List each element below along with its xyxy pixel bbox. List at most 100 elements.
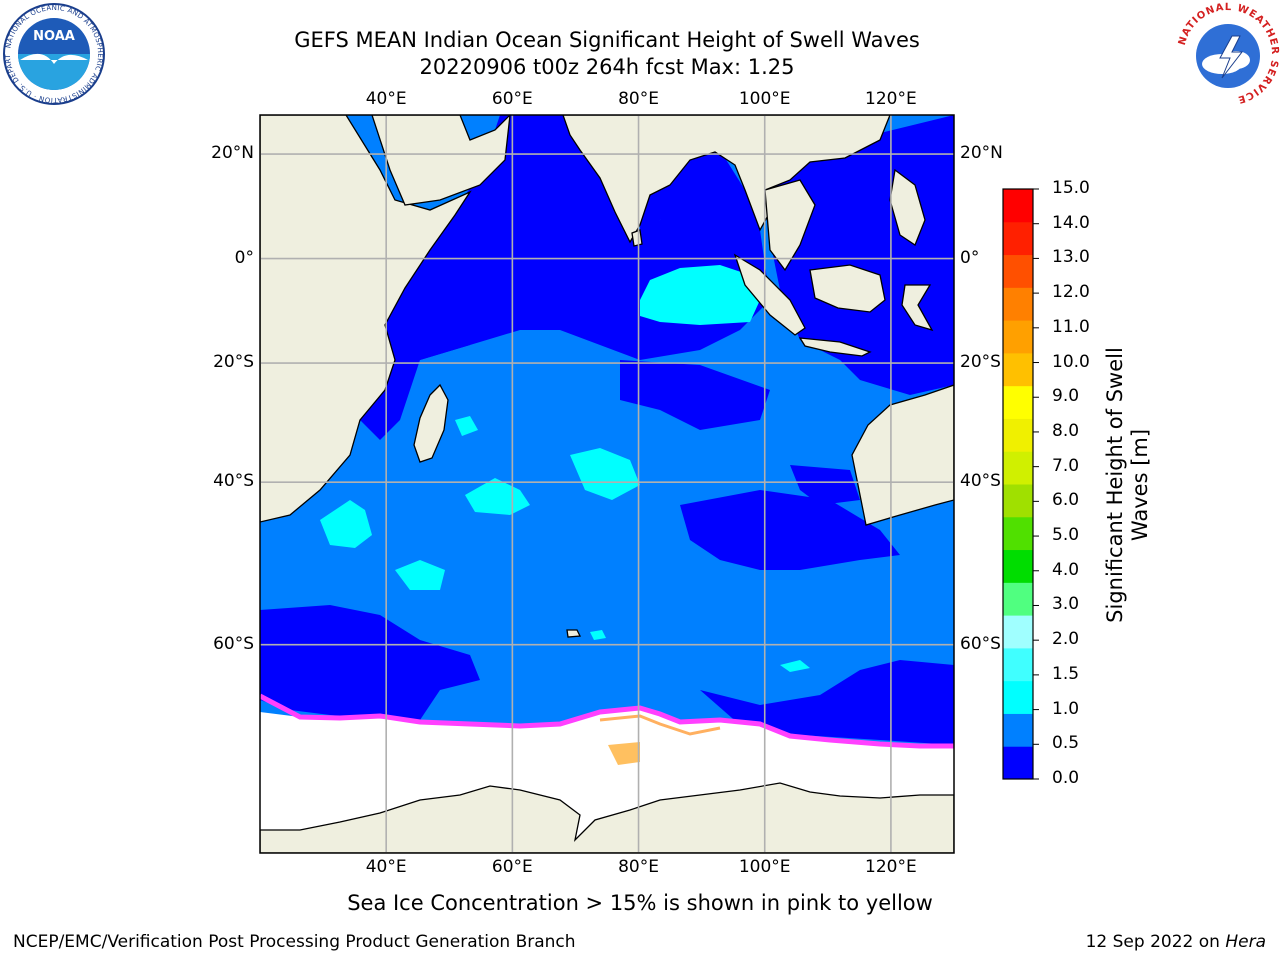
colorbar-label: 1.0 — [1052, 698, 1080, 719]
colorbar-segment — [1003, 352, 1033, 387]
colorbar-label: 14.0 — [1052, 212, 1090, 233]
band-high-patch-3 — [570, 448, 640, 500]
colorbar-segment — [1003, 484, 1033, 518]
footer-host: Hera — [1225, 932, 1266, 952]
colorbar-segment — [1003, 713, 1033, 747]
band-high-patch-6 — [590, 630, 606, 640]
land-kerguelen — [566, 629, 582, 638]
colorbar-segment — [1003, 647, 1033, 682]
lat-tick-right: 60°S — [960, 633, 1001, 654]
colorbar-label: 5.0 — [1052, 525, 1080, 546]
lon-tick-top: 60°E — [491, 89, 533, 109]
lon-tick-bottom: 60°E — [491, 857, 533, 877]
colorbar-label: 0.5 — [1052, 733, 1080, 754]
chart-subtitle: 20220906 t00z 264h fcst Max: 1.25 — [419, 55, 795, 79]
colorbar-title-line1: Significant Height of Swell — [1103, 347, 1127, 623]
footer-credit: NCEP/EMC/Verification Post Processing Pr… — [13, 932, 576, 952]
colorbar-segment — [1003, 320, 1033, 354]
colorbar-label: 0.0 — [1052, 768, 1080, 788]
colorbar-label: 2.0 — [1052, 629, 1080, 650]
land-australia — [851, 384, 954, 526]
band-high-patch-2 — [465, 478, 530, 515]
colorbar-segment — [1003, 549, 1033, 583]
lat-tick-right: 40°S — [960, 471, 1001, 492]
colorbar-label: 12.0 — [1052, 282, 1090, 303]
lat-tick-right: 20°N — [960, 143, 1003, 164]
colorbar-label: 13.0 — [1052, 247, 1090, 268]
band-high-patch-1 — [320, 500, 372, 548]
colorbar-label: 10.0 — [1052, 351, 1090, 372]
lat-tick-right: 0° — [960, 247, 980, 268]
lat-tick-left: 20°N — [211, 143, 254, 164]
lon-tick-top: 120°E — [865, 89, 917, 109]
band-high-equatorial — [640, 265, 760, 325]
band-high-patch-5 — [455, 416, 478, 436]
map-frame — [259, 114, 955, 854]
colorbar-label: 9.0 — [1052, 386, 1080, 407]
band-low-southern-west — [260, 605, 480, 720]
lat-tick-right: 20°S — [960, 352, 1001, 373]
land-africa — [260, 115, 472, 523]
colorbar-label: 1.5 — [1052, 663, 1080, 684]
nws-logo: NATIONAL WEATHER SERVICE — [1177, 2, 1279, 105]
band-high-patch-4 — [395, 560, 445, 590]
land-java — [798, 337, 872, 357]
lat-tick-left: 60°S — [213, 633, 254, 654]
land-philippines — [889, 168, 926, 246]
colorbar-segment — [1003, 680, 1033, 714]
colorbar-label: 4.0 — [1052, 559, 1080, 580]
colorbar-segment — [1003, 418, 1033, 452]
land-arabia — [371, 115, 511, 206]
sea-ice-edge-inner — [599, 714, 721, 736]
colorbar-title: Significant Height of Swell Waves [m] — [1103, 295, 1153, 675]
noaa-logo-text: NOAA — [33, 29, 75, 44]
lon-tick-bottom: 100°E — [738, 857, 791, 877]
colorbar-label: 3.0 — [1052, 594, 1080, 615]
lon-tick-top: 40°E — [365, 89, 407, 109]
colorbar-segment — [1003, 746, 1033, 780]
band-high-patch-7 — [780, 660, 810, 672]
colorbar-label: 7.0 — [1052, 455, 1080, 476]
colorbar-segment — [1003, 516, 1033, 551]
colorbar — [1003, 189, 1033, 780]
colorbar-segment — [1003, 385, 1033, 419]
sea-ice-yellow-patch — [608, 742, 640, 765]
colorbar-frame — [1002, 188, 1034, 780]
colorbar-title-line2: Waves [m] — [1128, 428, 1152, 542]
colorbar-segment — [1003, 287, 1033, 321]
lat-tick-left: 20°S — [213, 352, 254, 373]
sea-ice-edge — [260, 693, 954, 749]
lat-tick-left: 40°S — [213, 471, 254, 492]
band-low-java-basin — [620, 360, 770, 430]
footer-date-text: 12 Sep 2022 on — [1085, 932, 1226, 952]
colorbar-label: 6.0 — [1052, 490, 1080, 511]
lon-tick-bottom: 80°E — [618, 857, 659, 877]
land-india-asia — [562, 115, 891, 244]
colorbar-segment — [1003, 254, 1033, 288]
colorbar-segment — [1003, 615, 1033, 649]
land-madagascar — [413, 383, 449, 463]
colorbar-segment — [1003, 451, 1033, 485]
colorbar-label: 15.0 — [1052, 178, 1090, 198]
lon-tick-bottom: 40°E — [365, 857, 407, 877]
band-low-east-central — [790, 465, 860, 505]
land-antarctica — [260, 782, 954, 853]
colorbar-segment — [1003, 582, 1033, 616]
land-borneo — [809, 264, 886, 313]
land-sulawesi — [901, 284, 934, 332]
band-low-central — [680, 490, 900, 570]
land-indochina — [764, 179, 816, 272]
lon-tick-top: 80°E — [618, 89, 659, 109]
gridlines — [260, 115, 954, 853]
lon-tick-top: 100°E — [738, 89, 791, 109]
lon-tick-bottom: 120°E — [865, 857, 917, 877]
colorbar-segment — [1003, 189, 1033, 223]
colorbar-label: 8.0 — [1052, 420, 1080, 441]
colorbar-label: 11.0 — [1052, 316, 1090, 337]
lat-tick-left: 0° — [234, 247, 254, 268]
sea-ice-caption: Sea Ice Concentration > 15% is shown in … — [347, 891, 933, 915]
chart-title: GEFS MEAN Indian Ocean Significant Heigh… — [294, 28, 920, 52]
noaa-logo: NATIONAL OCEANIC AND ATMOSPHERIC ADMINIS… — [2, 2, 105, 105]
footer-date: 12 Sep 2022 on Hera — [1086, 932, 1266, 952]
